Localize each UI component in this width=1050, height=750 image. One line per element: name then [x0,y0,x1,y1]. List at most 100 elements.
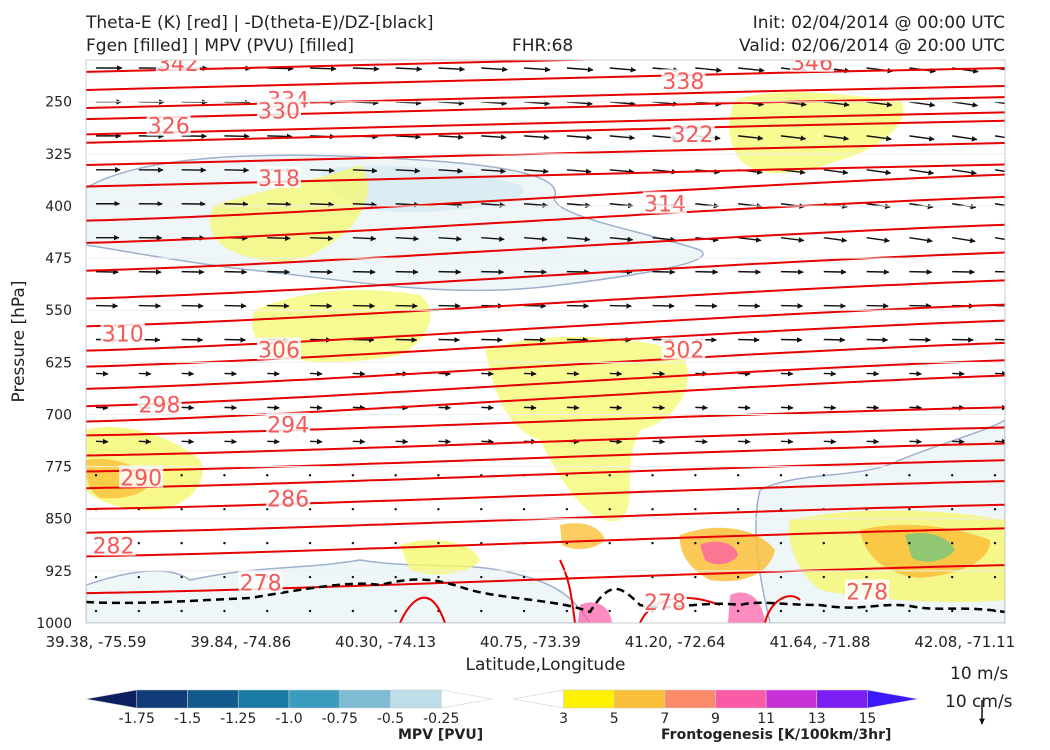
wind-vector [524,269,547,275]
wind-vector [609,370,623,377]
wind-vector [180,541,183,545]
wind-vector [223,474,226,477]
wind-vector [522,575,526,579]
wind-vector [223,609,226,613]
wind-vector [779,575,783,579]
wind-vector [267,404,280,411]
wind-vector [266,474,269,477]
wind-vector [310,235,334,242]
wind-vector [181,404,195,411]
wind-vector [308,474,312,477]
contour-label-bg [256,337,301,360]
theta-e-contour [86,85,1005,110]
wind-vector [994,370,1005,377]
x-tick-label: 40.75, -73.39 [480,633,581,651]
theta-e-contour [399,596,446,623]
wind-vector [865,609,868,613]
wind-vector [909,169,935,176]
wind-vector [866,135,892,142]
title-line-2: Fgen [filled] | MPV (PVU) [filled] [86,36,355,56]
wind-vector [394,541,397,545]
theta-e-contour-label: 322 [672,123,714,148]
contour-label-bg [266,486,311,509]
wind-vector [738,337,760,343]
wind-vector [137,541,141,545]
theta-e-contour [86,195,1005,244]
wind-vector [652,438,666,445]
theta-e-contour [86,341,1005,390]
contour-label-bg [670,122,715,145]
wind-vector [952,438,965,445]
wind-vector [95,370,109,377]
theta-e-contour [86,173,1005,222]
wind-vector [694,575,697,579]
wind-vector [695,303,718,309]
y-tick-label: 775 [45,460,72,476]
wind-vector [908,575,911,579]
theta-e-contour-label: 302 [662,339,704,364]
contour-label-bg [146,113,191,136]
wind-vector [310,269,333,275]
wind-vector [609,100,636,107]
mpv-colorbar-swatch [390,689,442,709]
wind-vector [908,507,911,511]
wind-vector [352,201,377,208]
wind-vector [266,541,269,545]
wind-vector [94,575,98,579]
wind-vector [566,134,593,141]
contour-label-bg [238,570,283,593]
wind-vector [438,370,452,377]
y-tick-label: 475 [45,251,72,267]
wind-vector [566,202,591,209]
wind-vector [481,370,494,377]
theta-e-contour-label: 282 [93,535,135,560]
theta-e-contour [86,223,1005,272]
wind-vector [651,507,654,511]
theta-e-contour-label: 278 [846,580,888,605]
wind-vector [779,609,783,613]
wind-vector [952,236,976,244]
contour-label-bg [642,589,687,612]
wind-vector [609,438,623,445]
theta-e-contour-label: 278 [644,591,686,616]
theta-e-contour-label: 294 [267,414,309,439]
wind-vector [866,203,891,210]
vertical-velocity-scale-label: 10 cm/s [945,692,1013,712]
y-tick-label: 400 [45,199,72,215]
mpv-colorbar-tick-label: -0.25 [423,711,459,727]
x-axis-label: Latitude,Longitude [466,655,626,675]
fgen-colorbar-tick-label: 9 [711,711,720,727]
theta-e-contour [764,595,801,623]
mpv-colorbar-swatch [237,689,290,709]
mpv-colorbar-swatch [288,689,341,709]
wind-vector [952,269,976,275]
wind-vector [952,135,978,142]
wind-vector [779,507,783,511]
wind-vector [438,269,462,275]
wind-vector [310,438,323,445]
wind-vector [267,235,291,242]
wind-vector [394,474,397,477]
wind-vector [695,404,708,411]
theta-e-contour [86,374,1005,423]
wind-vector [738,67,765,73]
mpv-colorbar-tick-label: -0.5 [377,711,404,727]
wind-vector [224,201,249,207]
y-axis-label: Pressure [hPa] [9,281,29,403]
wind-vector [437,575,440,579]
wind-vector [267,303,290,309]
wind-vector [738,303,761,309]
y-tick-label: 550 [45,303,72,319]
wind-vector [823,169,849,176]
wind-vector [779,474,783,477]
wind-vector [438,303,461,309]
wind-vector [694,507,697,511]
theta-e-contour-label: 306 [258,339,300,364]
wind-vector [909,303,932,309]
theta-e-contour-label: 346 [791,51,833,76]
mpv-colorbar-tick-label: -1.25 [220,711,256,727]
wind-vector [609,303,632,309]
wind-vector [267,269,291,275]
contour-label-bg [790,60,835,72]
fgen-colorbar-swatch [563,689,615,709]
